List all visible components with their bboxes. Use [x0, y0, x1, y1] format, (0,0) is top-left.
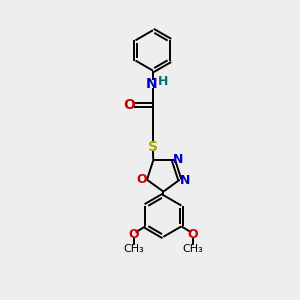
Text: O: O	[188, 228, 198, 241]
Text: S: S	[148, 140, 158, 154]
Text: N: N	[146, 77, 158, 91]
Text: N: N	[173, 153, 184, 166]
Text: N: N	[180, 174, 190, 188]
Text: CH₃: CH₃	[124, 244, 144, 254]
Text: O: O	[123, 98, 135, 112]
Text: H: H	[158, 75, 168, 88]
Text: CH₃: CH₃	[182, 244, 203, 254]
Text: O: O	[129, 228, 140, 241]
Text: O: O	[136, 173, 147, 186]
